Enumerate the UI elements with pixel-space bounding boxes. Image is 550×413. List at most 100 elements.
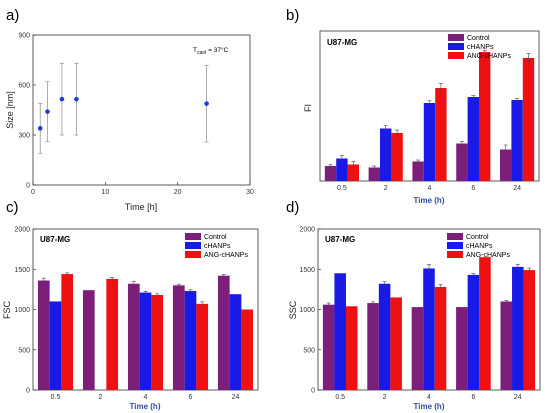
panel-a-ylabel: Size [nm] — [5, 91, 15, 129]
bar — [82, 290, 95, 390]
bar — [456, 307, 468, 390]
bar — [367, 303, 379, 390]
x-tick-label: 0.5 — [337, 185, 347, 192]
x-tick-label: 4 — [427, 394, 431, 401]
panel-c-cell-label: U87-MG — [40, 235, 70, 244]
bar — [523, 270, 536, 390]
x-tick-label: 6 — [189, 394, 193, 401]
bar — [49, 301, 62, 390]
panel-d-xlabel: Time (h) — [414, 402, 445, 411]
x-tick-label: 2 — [383, 394, 387, 401]
bar — [500, 149, 512, 181]
panel-b-xlabel: Time (h) — [414, 196, 445, 205]
bar — [423, 268, 435, 390]
panel-b-letter: b) — [286, 7, 299, 24]
legend-label: cHANPs — [204, 243, 231, 250]
x-tick-label: 0 — [31, 189, 35, 196]
x-tick-label: 4 — [144, 394, 148, 401]
bar — [479, 257, 491, 390]
x-tick-label: 0.5 — [335, 394, 345, 401]
data-point — [59, 96, 65, 102]
legend-swatch — [448, 34, 464, 41]
panel-c-letter: c) — [6, 199, 19, 216]
y-tick-label: 1000 — [14, 307, 30, 314]
bar — [139, 292, 152, 390]
bar — [347, 164, 359, 181]
y-tick-label: 900 — [18, 33, 30, 40]
legend-swatch — [447, 242, 463, 249]
y-tick-label: 600 — [18, 83, 30, 90]
y-tick-label: 0 — [311, 388, 315, 395]
bar — [151, 295, 164, 390]
legend-label: ANG-cHANPs — [204, 252, 248, 259]
legend-swatch — [185, 242, 201, 249]
x-tick-label: 6 — [471, 394, 475, 401]
bar — [411, 307, 424, 390]
panel-c: c) U87-MG FSC Time (h) 0 500 1000 1500 2000 0… — [2, 199, 259, 411]
panel-c-xlabel: Time (h) — [130, 402, 161, 411]
bar — [512, 266, 524, 390]
bar — [106, 278, 119, 390]
y-tick-label: 0 — [26, 183, 30, 190]
legend-swatch — [185, 251, 201, 258]
bar — [322, 304, 335, 390]
x-tick-label: 2 — [384, 185, 388, 192]
bar — [345, 306, 358, 390]
legend-swatch — [448, 52, 464, 59]
bar — [435, 88, 447, 181]
legend-label: cHANPs — [467, 44, 494, 51]
y-tick-label: 1000 — [299, 307, 315, 314]
bar — [380, 128, 392, 181]
bar — [423, 103, 436, 181]
legend-swatch — [448, 43, 464, 50]
x-tick-label: 24 — [232, 394, 240, 401]
panel-a-xlabel: Time [h] — [125, 202, 157, 212]
panel-b-ylabel: FI — [303, 104, 313, 112]
legend-label: Control — [466, 234, 489, 241]
y-tick-label: 300 — [18, 133, 30, 140]
legend-label: Control — [467, 35, 490, 42]
panel-a-letter: a) — [6, 7, 19, 24]
legend-label: cHANPs — [466, 243, 493, 250]
x-tick-label: 24 — [514, 394, 522, 401]
bar — [241, 309, 254, 390]
data-point — [37, 126, 43, 131]
bar — [37, 280, 50, 390]
bar — [378, 283, 391, 390]
bar — [467, 274, 480, 390]
data-point — [204, 101, 209, 106]
y-tick-label: 2000 — [14, 227, 30, 234]
x-tick-label: 10 — [101, 189, 109, 196]
x-tick-label: 0.5 — [51, 394, 61, 401]
y-tick-label: 500 — [18, 347, 30, 354]
bar — [511, 100, 523, 181]
panel-d-ylabel: SSC — [288, 300, 298, 319]
bar — [412, 161, 424, 181]
bar — [324, 166, 337, 181]
x-tick-label: 2 — [99, 394, 103, 401]
x-tick-label: 4 — [428, 185, 432, 192]
y-tick-label: 0 — [26, 388, 30, 395]
bar — [336, 158, 348, 181]
y-tick-label: 2000 — [299, 227, 315, 234]
panel-a: a) Tcast = 37°C Size [nm] Time [h] 0 10 20 3… — [5, 7, 254, 212]
bar — [391, 133, 403, 181]
panel-c-ylabel: FSC — [2, 300, 12, 319]
bar — [229, 294, 242, 390]
legend-swatch — [447, 233, 463, 240]
panel-d: d) U87-MG SSC Time (h) 0 500 1000 1500 2000 0… — [286, 199, 541, 411]
panel-a-plot-frame — [32, 34, 251, 186]
x-tick-label: 24 — [513, 185, 521, 192]
bar — [334, 273, 346, 390]
panel-b-cell-label: U87-MG — [327, 38, 357, 47]
panel-d-cell-label: U87-MG — [325, 235, 355, 244]
panel-b: b) U87-MG FI Time (h) 0.5 2 4 6 24ControlcHA… — [286, 7, 540, 205]
bar — [500, 301, 513, 390]
bar — [127, 283, 140, 390]
legend-label: Control — [204, 234, 227, 241]
legend-label: ANG-cHANPs — [466, 252, 510, 259]
x-tick-label: 20 — [174, 189, 182, 196]
legend-label: ANG-cHANPs — [467, 53, 511, 60]
bar — [434, 286, 447, 390]
